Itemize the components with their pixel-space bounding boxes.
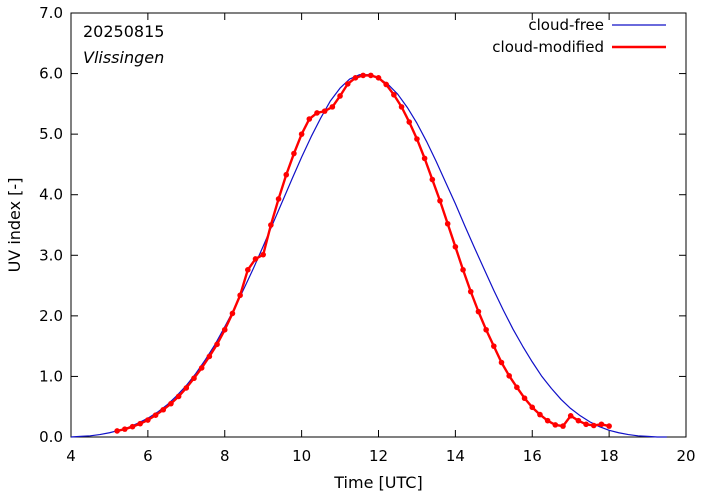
cloud-modified-point xyxy=(260,251,266,258)
cloud-modified-point xyxy=(483,326,489,333)
cloud-modified-point xyxy=(291,150,297,157)
cloud-modified-point xyxy=(575,417,582,424)
cloud-modified-point xyxy=(122,426,128,432)
cloud-modified-point xyxy=(544,417,551,424)
legend-label-cloud-free: cloud-free xyxy=(528,16,604,34)
cloud-modified-point xyxy=(590,422,597,429)
cloud-modified-point xyxy=(498,359,505,366)
cloud-modified-point xyxy=(183,385,190,391)
y-axis-label: UV index [-] xyxy=(5,178,24,273)
cloud-modified-point xyxy=(198,365,205,371)
cloud-modified-point xyxy=(398,104,405,110)
y-tick-label: 3.0 xyxy=(39,246,63,264)
x-tick-label: 16 xyxy=(523,447,542,465)
cloud-modified-point xyxy=(598,421,605,428)
cloud-modified-series-line xyxy=(116,74,610,433)
cloud-modified-point xyxy=(467,288,474,295)
cloud-modified-point xyxy=(368,72,374,79)
x-tick-label: 4 xyxy=(66,447,76,465)
y-tick-label: 5.0 xyxy=(39,125,63,143)
cloud-modified-point xyxy=(168,400,174,407)
cloud-modified-point xyxy=(391,91,397,98)
cloud-modified-point xyxy=(452,244,459,250)
x-axis-label: Time [UTC] xyxy=(333,473,422,492)
date-annotation: 20250815 xyxy=(83,22,164,41)
cloud-modified-point xyxy=(491,343,497,349)
cloud-modified-point xyxy=(129,423,136,430)
cloud-modified-point xyxy=(437,197,443,204)
cloud-modified-point xyxy=(229,310,236,317)
cloud-modified-point xyxy=(160,406,167,413)
cloud-modified-point xyxy=(214,341,220,348)
cloud-modified-point xyxy=(375,75,382,81)
cloud-modified-point xyxy=(337,93,343,99)
cloud-modified-point xyxy=(114,428,120,434)
station-annotation: Vlissingen xyxy=(83,48,164,67)
y-tick-label: 2.0 xyxy=(39,307,63,325)
x-tick-label: 6 xyxy=(143,447,153,465)
cloud-modified-point xyxy=(237,292,243,299)
cloud-modified-point xyxy=(429,176,436,183)
cloud-modified-point xyxy=(444,220,451,227)
cloud-modified-point xyxy=(421,155,428,162)
cloud-modified-point xyxy=(460,267,466,273)
y-tick-label: 4.0 xyxy=(39,186,63,204)
cloud-modified-point xyxy=(152,412,159,418)
cloud-modified-point xyxy=(275,196,282,202)
cloud-modified-point xyxy=(383,81,389,88)
cloud-modified-point xyxy=(175,393,182,400)
cloud-modified-point xyxy=(360,72,366,79)
cloud-free-series-line xyxy=(70,74,667,438)
y-tick-label: 6.0 xyxy=(39,65,63,83)
cloud-modified-point xyxy=(514,384,520,391)
cloud-modified-point xyxy=(352,75,359,81)
y-tick-label: 7.0 xyxy=(39,4,63,22)
cloud-modified-point xyxy=(506,373,512,379)
cloud-modified-point xyxy=(406,119,413,125)
cloud-modified-point xyxy=(191,375,197,382)
cloud-modified-point xyxy=(521,395,528,402)
cloud-modified-point xyxy=(560,423,566,429)
cloud-modified-point xyxy=(475,308,482,315)
cloud-modified-point xyxy=(529,404,536,411)
cloud-modified-point xyxy=(221,326,228,333)
cloud-modified-point xyxy=(314,110,320,116)
cloud-modified-point xyxy=(245,267,251,273)
cloud-modified-point xyxy=(321,108,328,114)
cloud-modified-point xyxy=(268,222,274,228)
cloud-modified-point xyxy=(583,421,589,428)
legend-label-cloud-modified: cloud-modified xyxy=(492,38,604,56)
cloud-modified-point xyxy=(145,417,151,423)
y-tick-label: 0.0 xyxy=(39,428,63,446)
cloud-modified-point xyxy=(298,131,305,137)
cloud-modified-point xyxy=(206,353,213,360)
cloud-modified-point xyxy=(283,171,290,178)
x-tick-label: 18 xyxy=(600,447,619,465)
cloud-modified-point xyxy=(252,256,259,262)
cloud-modified-point xyxy=(137,420,143,427)
cloud-modified-point xyxy=(414,136,420,142)
x-tick-label: 12 xyxy=(369,447,388,465)
x-tick-label: 10 xyxy=(292,447,311,465)
cloud-modified-point xyxy=(537,411,543,418)
x-tick-label: 20 xyxy=(676,447,695,465)
cloud-modified-point xyxy=(329,104,336,110)
x-tick-label: 14 xyxy=(446,447,465,465)
y-tick-label: 1.0 xyxy=(39,367,63,385)
cloud-modified-point xyxy=(606,423,612,429)
cloud-modified-point xyxy=(552,422,559,428)
cloud-modified-point xyxy=(344,81,351,87)
cloud-modified-point xyxy=(306,116,313,122)
legend: cloud-free cloud-modified xyxy=(492,16,666,56)
x-tick-label: 8 xyxy=(220,447,230,465)
cloud-modified-point xyxy=(567,413,574,419)
